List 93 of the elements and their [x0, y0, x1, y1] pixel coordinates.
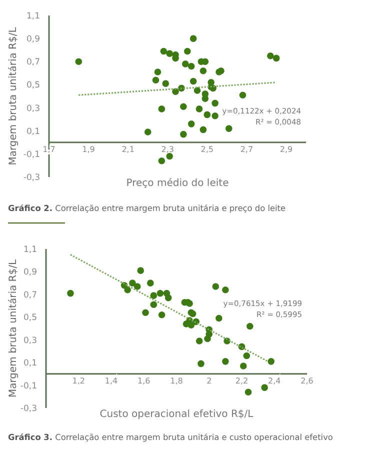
point: [246, 322, 254, 330]
y-tick-label: 0,3: [23, 336, 37, 346]
x-axis-title: Custo operacional efetivo R$/L: [100, 409, 254, 420]
point: [154, 68, 162, 76]
point: [226, 125, 232, 132]
point: [240, 362, 247, 370]
point: [272, 54, 280, 62]
point: [261, 384, 268, 391]
point: [188, 120, 195, 128]
x-tick-label: 2,6: [300, 376, 314, 386]
point: [147, 280, 154, 286]
text: Gráfico 2. Correlação entre margem bruta unitária e preço do leite: [8, 203, 286, 213]
point: [202, 95, 209, 102]
point: [196, 106, 203, 112]
x-tick-label: 2,5: [200, 144, 214, 154]
point: [182, 60, 189, 68]
point: [180, 103, 187, 110]
point: [198, 360, 204, 368]
point: [204, 111, 211, 118]
y-tick-label: 0,1: [23, 358, 37, 369]
y-tick-label: 0,3: [26, 104, 40, 114]
y-tick-label: -0,3: [23, 172, 40, 183]
y-tick-label: 0,9: [23, 268, 37, 278]
y-tick-label: 0,7: [26, 58, 40, 68]
x-tick-label: 2,1: [122, 144, 134, 154]
point: [222, 286, 229, 294]
y-tick-label: -0,1: [20, 381, 37, 392]
point: [158, 311, 166, 318]
point: [196, 338, 203, 344]
x-tick-label: 2: [206, 376, 212, 386]
point: [172, 88, 179, 96]
point: [267, 52, 274, 60]
point: [188, 62, 195, 70]
point: [216, 314, 222, 322]
x-tick-label: 2,3: [161, 144, 174, 154]
point: [190, 35, 197, 42]
point: [239, 92, 246, 98]
point: [243, 352, 250, 360]
y-tick-label: 1,1: [23, 244, 37, 255]
point: [184, 48, 191, 55]
y-tick-label: -0,1: [23, 150, 40, 160]
point: [162, 80, 170, 87]
point: [158, 106, 166, 112]
point: [142, 309, 149, 316]
point: [124, 286, 131, 294]
y-tick-label: -0,3: [20, 404, 37, 414]
point: [200, 67, 207, 74]
point: [134, 283, 141, 290]
x-tick-label: 1,2: [72, 376, 85, 386]
x-tick-label: 1,9: [82, 144, 95, 154]
x-axis-title: Preço médio do leite: [126, 178, 229, 189]
x-tick-label: 2,9: [280, 144, 293, 154]
point: [144, 128, 152, 136]
text: Gráfico 3. Correlação entre margem bruta unitária e custo operacional efetivo: [8, 432, 333, 442]
point: [166, 152, 173, 160]
point: [67, 290, 74, 297]
point: [137, 267, 144, 274]
x-tick-label: 1,6: [138, 376, 150, 386]
point: [188, 322, 195, 328]
y-tick-label: 0,7: [23, 290, 37, 300]
point: [268, 358, 275, 365]
point: [212, 100, 218, 107]
y-tick-label: 1,1: [26, 11, 40, 22]
x-tick-label: 2,2: [235, 376, 248, 386]
point: [160, 48, 168, 55]
y-tick-label: 0,5: [26, 80, 40, 91]
y-tick-label: 0,5: [23, 313, 37, 324]
point: [200, 126, 207, 134]
point: [244, 388, 252, 396]
point: [158, 157, 166, 164]
x-tick-label: 2,7: [240, 144, 254, 154]
y-tick-label: 0,1: [26, 126, 40, 137]
point: [212, 112, 218, 120]
x-tick-label: 1,8: [170, 376, 183, 386]
point: [150, 301, 158, 308]
point: [75, 58, 82, 66]
point: [222, 358, 229, 365]
x-tick-label: 2,4: [268, 376, 281, 386]
y-tick-label: 0,9: [26, 34, 40, 45]
point: [190, 78, 197, 85]
y-axis-title: Margem bruta unitária R$/L: [8, 26, 19, 166]
point: [180, 130, 187, 138]
y-axis-title: Margem bruta unitária R$/L: [8, 259, 19, 398]
x-tick-label: 1,4: [104, 376, 118, 386]
point: [164, 294, 172, 302]
point: [194, 87, 201, 94]
point: [156, 290, 164, 297]
point: [129, 280, 136, 286]
point: [166, 50, 173, 57]
point: [204, 335, 211, 342]
point: [152, 76, 160, 84]
point: [150, 292, 158, 299]
point: [212, 283, 220, 290]
